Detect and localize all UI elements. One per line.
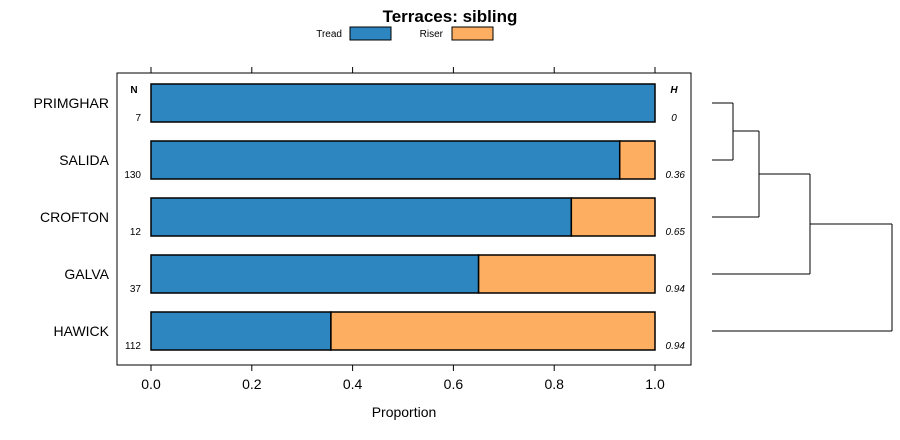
x-tick-label: 0.0	[141, 376, 161, 392]
category-label-galva: GALVA	[64, 266, 109, 282]
legend-swatch-riser	[451, 26, 494, 41]
bar-tread-primghar	[150, 83, 656, 123]
bar-tread-galva	[150, 254, 480, 294]
bar-tread-salida	[150, 140, 621, 180]
h-value: 0.36	[666, 170, 686, 181]
plot-frame	[116, 72, 692, 366]
x-tick-label: 0.2	[242, 376, 262, 392]
category-label-hawick: HAWICK	[54, 323, 110, 339]
bar-riser-crofton	[570, 197, 656, 237]
n-value: 130	[124, 170, 141, 181]
bar-tread-crofton	[150, 197, 573, 237]
legend-label-tread: Tread	[316, 29, 342, 40]
category-label-crofton: CROFTON	[40, 209, 109, 225]
n-value: 37	[130, 284, 142, 295]
x-axis-title: Proportion	[372, 404, 437, 420]
legend-label-riser: Riser	[420, 29, 444, 40]
bar-riser-galva	[477, 254, 656, 294]
bar-riser-salida	[618, 140, 656, 180]
category-labels: PRIMGHAR SALIDA CROFTON GALVA HAWICK	[34, 95, 110, 339]
category-label-primghar: PRIMGHAR	[34, 95, 109, 111]
h-header: H	[670, 85, 678, 96]
chart-title: Terraces: sibling	[383, 7, 518, 26]
n-value: 112	[125, 341, 141, 352]
h-value: 0.94	[666, 284, 686, 295]
x-axis: 0.0 0.2 0.4 0.6 0.8 1.0	[141, 67, 665, 392]
legend-swatch-tread	[349, 26, 392, 41]
bar-riser-hawick	[330, 311, 656, 351]
x-tick-label: 1.0	[645, 376, 665, 392]
n-value: 12	[130, 227, 142, 238]
h-value: 0.65	[666, 227, 686, 238]
x-tick-label: 0.8	[544, 376, 564, 392]
n-header: N	[130, 85, 137, 96]
annotations: N H 7 130 12 37 112 0 0.36 0.65 0.94 0.94	[124, 85, 685, 352]
n-value: 7	[135, 113, 141, 124]
h-value: 0.94	[666, 341, 686, 352]
legend: Tread Riser	[316, 26, 494, 41]
x-tick-label: 0.6	[444, 376, 464, 392]
bars	[150, 83, 656, 351]
category-label-salida: SALIDA	[59, 152, 109, 168]
h-value: 0	[671, 113, 677, 124]
x-tick-label: 0.4	[343, 376, 363, 392]
bar-tread-hawick	[150, 311, 332, 351]
dendrogram	[712, 102, 893, 332]
